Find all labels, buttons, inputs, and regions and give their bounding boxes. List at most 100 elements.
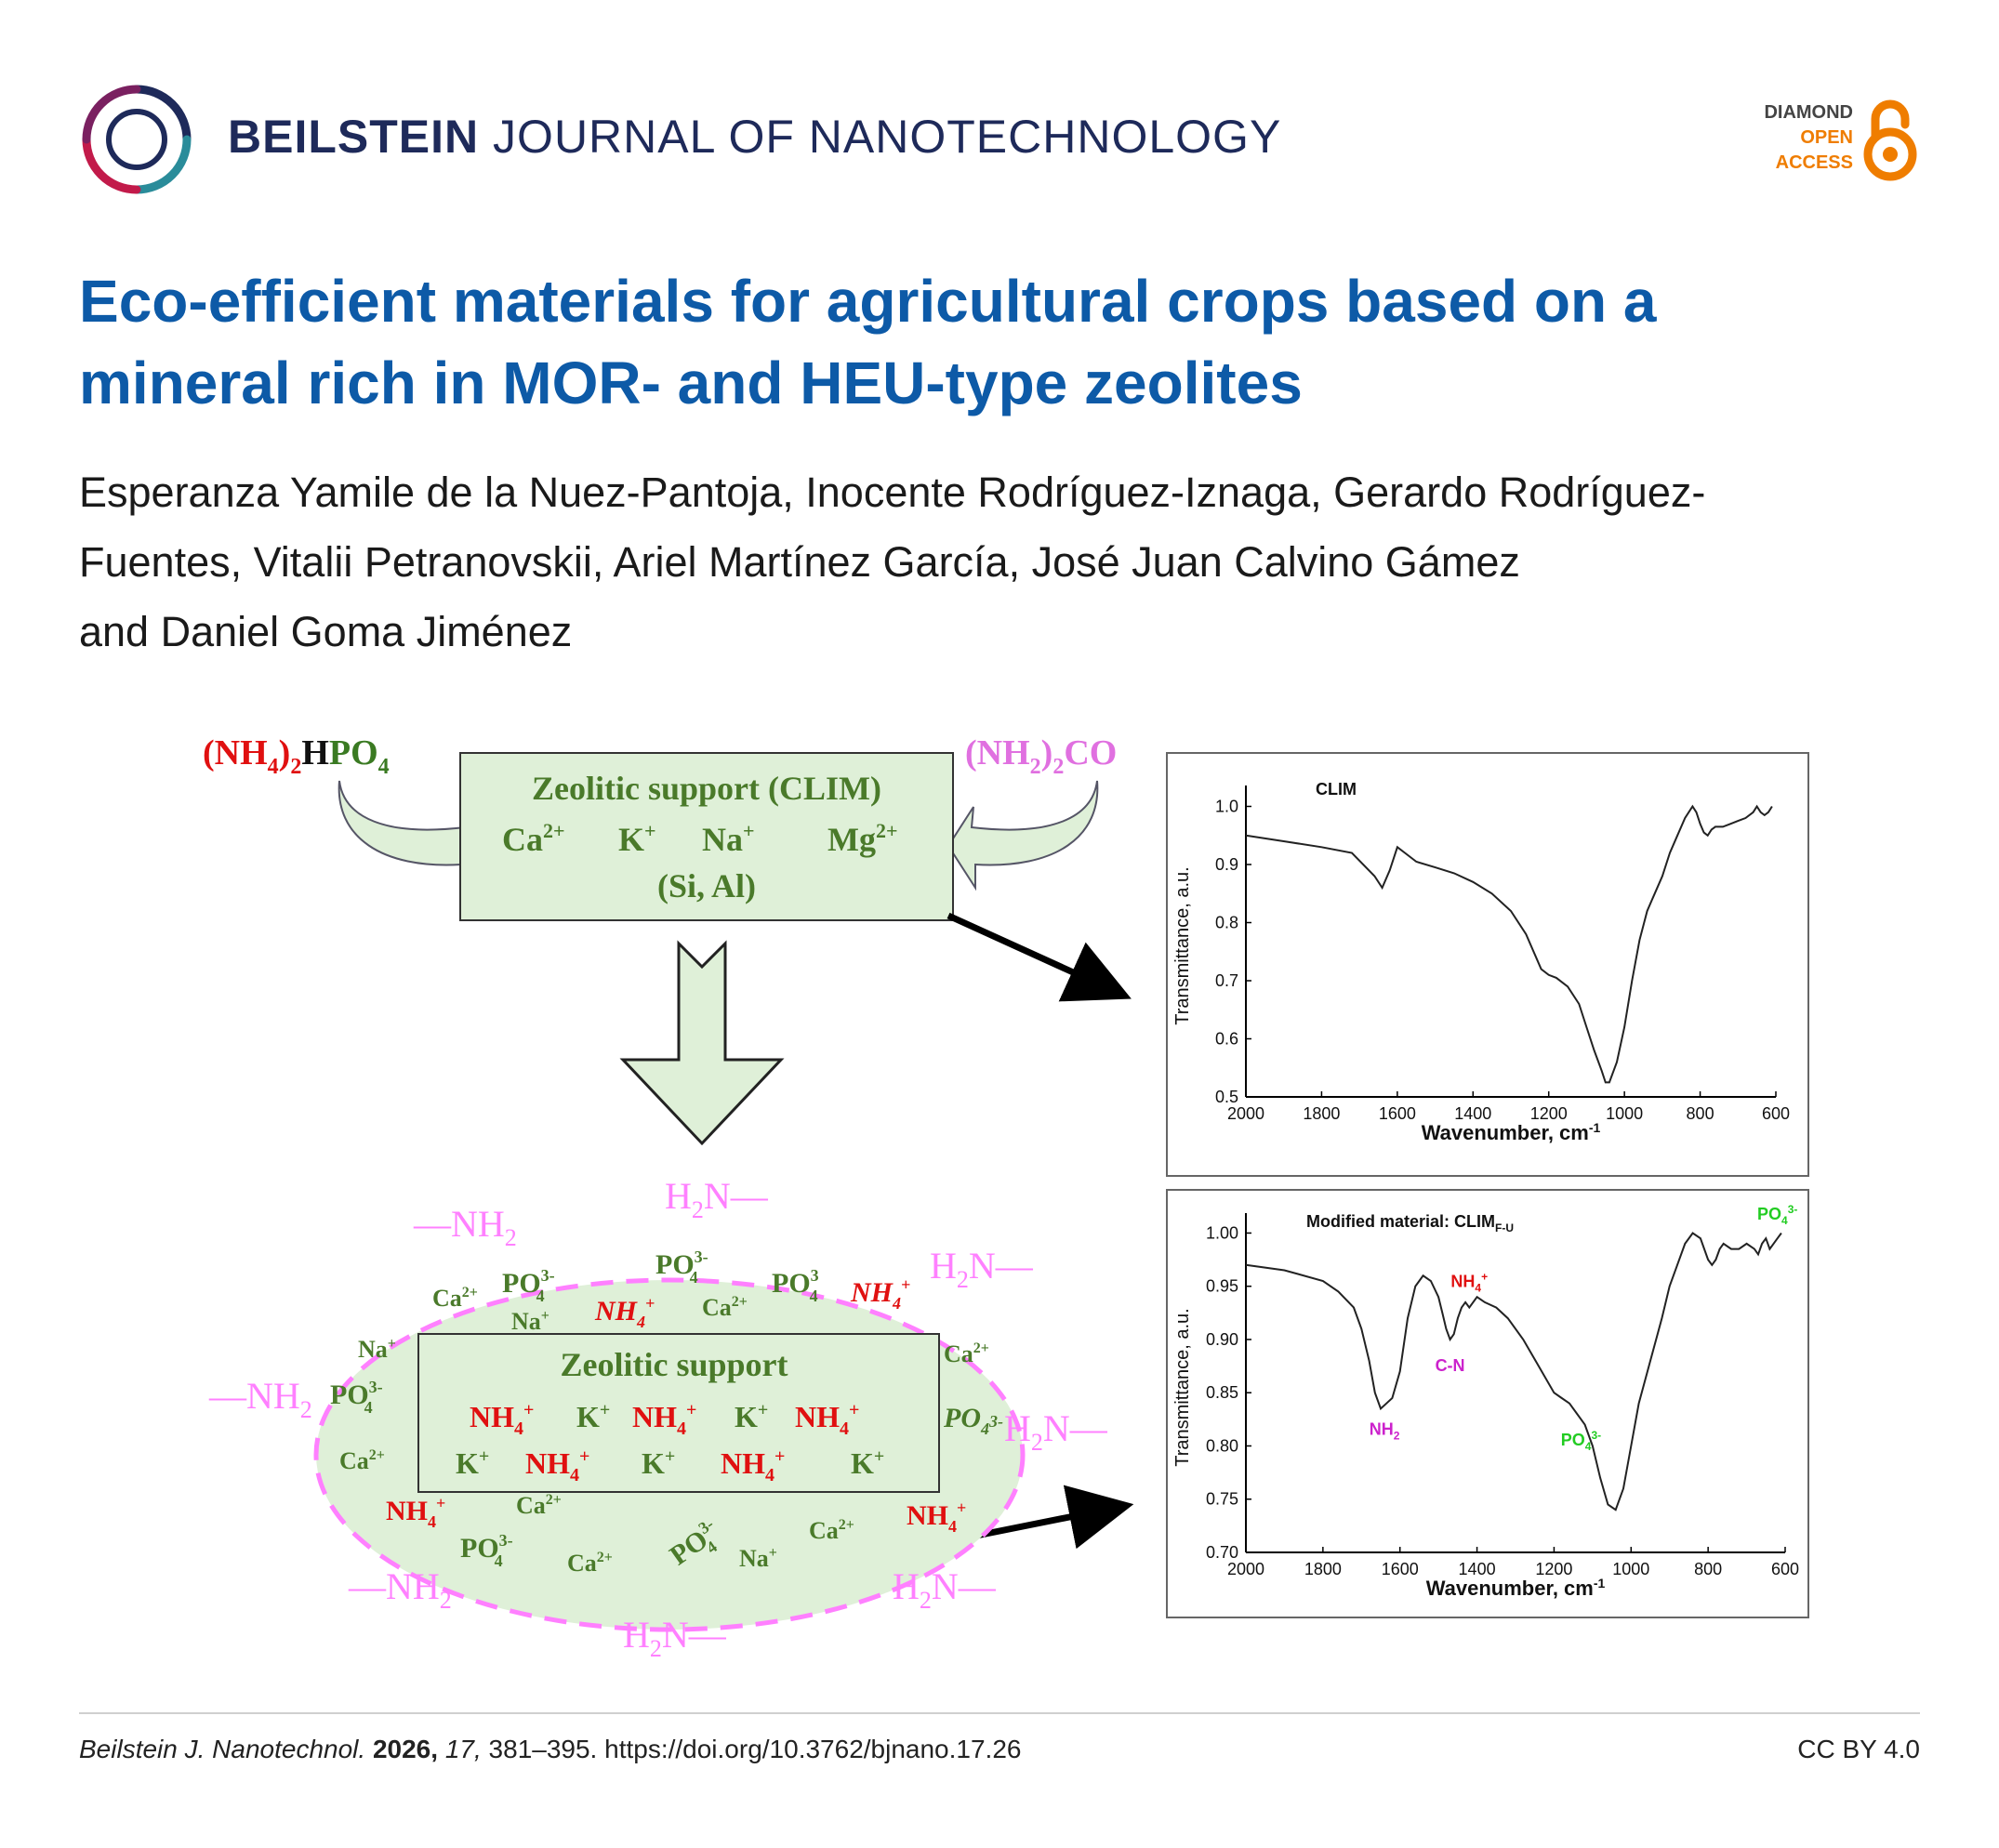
inner-ion: NH4+ — [525, 1446, 589, 1485]
peak-annotation: NH4+ — [1450, 1271, 1488, 1295]
amine-group: H2N— — [1004, 1407, 1108, 1456]
inner-support-title: Zeolitic support — [560, 1346, 788, 1383]
x-tick-label: 1000 — [1606, 1104, 1643, 1123]
peak-annotation: NH2 — [1370, 1420, 1400, 1443]
ion-na: Na+ — [358, 1336, 396, 1363]
ion-nh4: NH4+ — [850, 1275, 910, 1313]
chart-modified-frame — [1166, 1189, 1809, 1618]
amine-group: —NH2 — [208, 1375, 312, 1423]
framework-si-al: (Si, Al) — [657, 867, 756, 904]
y-tick-label: 0.90 — [1206, 1330, 1238, 1349]
journal-logo-icon — [82, 85, 192, 194]
cation-potassium: K+ — [618, 819, 656, 858]
ion-ca: Ca2+ — [432, 1285, 478, 1312]
footer-divider — [79, 1712, 1920, 1714]
ion-ca: Ca2+ — [702, 1294, 748, 1321]
x-axis-label: Wavenumber, cm-1 — [1426, 1576, 1606, 1600]
title-line-1: Eco-efficient materials for agricultural… — [79, 268, 1657, 335]
ion-nh4: NH4+ — [907, 1498, 966, 1536]
x-tick-label: 600 — [1771, 1560, 1799, 1578]
graphical-abstract: (NH4)2HPO4 (NH2)2CO Zeolitic support (CL… — [186, 706, 1841, 1664]
title-line-2: mineral rich in MOR- and HEU-type zeolit… — [79, 350, 1303, 416]
y-tick-label: 1.00 — [1206, 1223, 1238, 1242]
chart-modified: 2000 1800 1600 1400 1200 1000 800 600 1.00 0.95 0.… — [1166, 1189, 1809, 1618]
amine-group: H2N— — [665, 1175, 769, 1223]
ion-na: Na+ — [511, 1308, 549, 1335]
down-arrow — [619, 940, 785, 1146]
ion-po4: PO3-4 — [655, 1247, 708, 1287]
x-tick-label: 1400 — [1454, 1104, 1491, 1123]
authors-line-1: Esperanza Yamile de la Nuez-Pantoja, Ino… — [79, 469, 1706, 516]
reagent-urea: (NH2)2CO — [965, 733, 1117, 779]
inner-ion: K+ — [456, 1446, 489, 1480]
author-list: Esperanza Yamile de la Nuez-Pantoja, Ino… — [79, 457, 1920, 667]
ion-nh4: NH4+ — [594, 1294, 655, 1331]
peak-annotation: PO43- — [1561, 1429, 1601, 1453]
footer-year: 2026, — [372, 1735, 439, 1763]
amine-group: —NH2 — [413, 1203, 517, 1251]
ion-po4: PO43- — [943, 1403, 1003, 1438]
ion-po4: PO3 4 — [772, 1266, 819, 1305]
arrow-to-clim-chart — [947, 912, 1132, 1002]
license-label: CC BY 4.0 — [1797, 1735, 1920, 1763]
doi-link[interactable]: https://doi.org/10.3762/bjnano.17.26 — [604, 1735, 1022, 1763]
y-axis-label: Transmittance, a.u. — [1172, 1308, 1193, 1466]
amine-group: H2N— — [623, 1614, 727, 1662]
chart-clim-frame — [1166, 752, 1809, 1177]
oa-line-1: DIAMOND — [1764, 102, 1853, 123]
y-tick-label: 0.5 — [1215, 1088, 1238, 1106]
inner-ion: NH4+ — [795, 1400, 859, 1439]
spectrum-line — [1245, 804, 1773, 1084]
inner-ion-row-1: NH4+ K+ NH4+ K+ NH4+ — [470, 1400, 859, 1439]
amine-groups: —NH2 H2N— H2N— —NH2 H2N— —NH2 H2N— H2N— — [208, 1175, 1108, 1662]
support-title: Zeolitic support (CLIM) — [532, 770, 881, 807]
x-tick-label: 600 — [1762, 1104, 1790, 1123]
inner-ion: NH4+ — [632, 1400, 696, 1439]
reagent-ammonium-phosphate: (NH4)2HPO4 — [203, 733, 390, 779]
chart-modified-plot: 2000 1800 1600 1400 1200 1000 800 600 1.00 0.95 0.… — [1172, 1203, 1799, 1600]
curved-arrow-right — [947, 780, 1099, 891]
oa-line-3: ACCESS — [1775, 152, 1853, 173]
inner-ion: K+ — [735, 1400, 768, 1433]
footer-pages: 381–395. — [488, 1735, 598, 1763]
ion-po4: PO3-4 — [330, 1378, 383, 1417]
peak-annotation: PO43- — [1757, 1203, 1797, 1227]
x-tick-label: 1200 — [1535, 1560, 1572, 1578]
inner-ion: NH4+ — [721, 1446, 785, 1485]
ion-po4: PO3-4 — [502, 1266, 555, 1305]
peak-annotation: C-N — [1436, 1356, 1465, 1375]
amine-group: —NH2 — [348, 1565, 452, 1614]
amine-group: H2N— — [893, 1565, 997, 1614]
inner-ion: NH4+ — [470, 1400, 534, 1439]
amine-group: H2N— — [930, 1245, 1034, 1293]
y-tick-label: 0.95 — [1206, 1277, 1238, 1296]
x-tick-label: 1200 — [1530, 1104, 1568, 1123]
spectrum-line — [1245, 1232, 1782, 1511]
y-tick-label: 0.7 — [1215, 971, 1238, 990]
ellipse-ions: Ca2+ PO3-4 Na+ NH4+ PO3-4 Ca2+ PO3 4 NH4+… — [330, 1247, 1003, 1577]
open-access-lock-icon — [1863, 99, 1917, 181]
x-tick-label: 2000 — [1227, 1104, 1264, 1123]
y-tick-label: 0.6 — [1215, 1030, 1238, 1049]
ion-na: Na+ — [739, 1545, 777, 1572]
ion-nh4: NH4+ — [386, 1494, 445, 1531]
inner-ion: K+ — [642, 1446, 675, 1480]
footer-journal-abbrev: Beilstein J. Nanotechnol. — [79, 1735, 366, 1763]
y-tick-label: 0.80 — [1206, 1436, 1238, 1455]
graphical-abstract-svg: (NH4)2HPO4 (NH2)2CO Zeolitic support (CL… — [203, 733, 1809, 1662]
journal-name-bold: BEILSTEIN — [228, 111, 480, 163]
ion-ca: Ca2+ — [809, 1517, 854, 1544]
ion-ca: Ca2+ — [944, 1340, 989, 1367]
x-tick-label: 1000 — [1612, 1560, 1649, 1578]
cation-calcium: Ca2+ — [502, 819, 565, 858]
x-tick-label: 1800 — [1304, 1560, 1342, 1578]
ion-ca: Ca2+ — [339, 1447, 385, 1474]
y-axis-label: Transmittance, a.u. — [1172, 866, 1193, 1024]
ion-ca: Ca2+ — [567, 1550, 613, 1577]
x-tick-label: 1600 — [1379, 1104, 1416, 1123]
y-tick-label: 1.0 — [1215, 798, 1238, 816]
inner-support-box — [417, 1333, 940, 1493]
inner-ion: K+ — [851, 1446, 884, 1480]
journal-name: BEILSTEIN JOURNAL OF NANOTECHNOLOGY — [228, 110, 1281, 164]
authors-line-2: Fuentes, Vitalii Petranovskii, Ariel Mar… — [79, 538, 1520, 586]
